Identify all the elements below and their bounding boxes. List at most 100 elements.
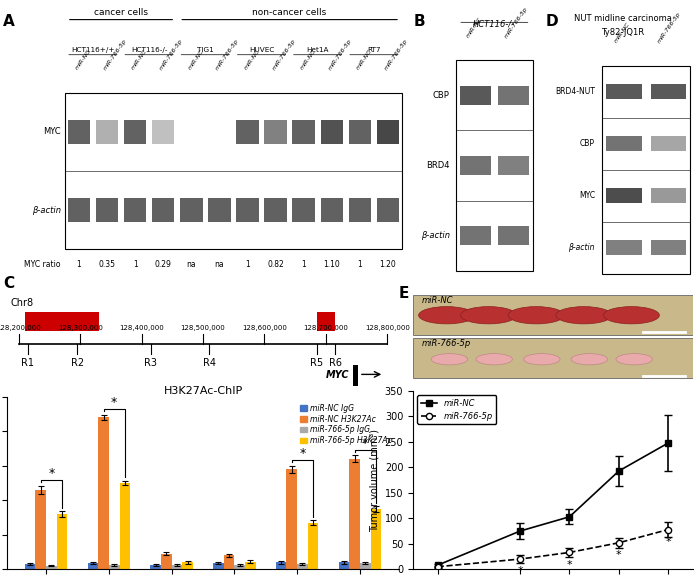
Bar: [245, 562, 255, 569]
Circle shape: [616, 354, 652, 365]
Bar: [109, 565, 120, 569]
Bar: [213, 563, 224, 569]
Text: miR-NC: miR-NC: [466, 17, 483, 39]
Bar: [234, 565, 245, 569]
Text: miR-766-5p: miR-766-5p: [504, 6, 529, 39]
Circle shape: [571, 354, 608, 365]
Text: β-actin: β-actin: [32, 206, 61, 214]
Bar: [96, 120, 118, 144]
Text: NUT midline carcinoma: NUT midline carcinoma: [574, 14, 672, 23]
Text: 128,500,000: 128,500,000: [181, 325, 225, 331]
Text: HCT116-/-: HCT116-/-: [473, 20, 515, 29]
Text: 1: 1: [133, 260, 137, 269]
Text: R5: R5: [310, 358, 323, 368]
Text: 128,600,000: 128,600,000: [242, 325, 287, 331]
Text: R2: R2: [71, 358, 84, 368]
Bar: [460, 156, 491, 175]
Text: C: C: [3, 277, 14, 292]
Bar: [124, 198, 146, 223]
Bar: [236, 198, 259, 223]
Text: 1: 1: [76, 260, 81, 269]
Bar: [293, 120, 315, 144]
Text: 0.82: 0.82: [267, 260, 284, 269]
Bar: [349, 459, 360, 569]
Text: MYC: MYC: [326, 370, 349, 380]
Text: R1: R1: [22, 358, 34, 368]
Text: D: D: [546, 14, 559, 29]
Text: BRD4-NUT: BRD4-NUT: [555, 87, 595, 96]
Circle shape: [431, 354, 468, 365]
Text: miR-NC: miR-NC: [187, 49, 204, 71]
Text: 128,200,000: 128,200,000: [0, 325, 41, 331]
Text: 128,700,000: 128,700,000: [303, 325, 349, 331]
Text: 0.29: 0.29: [155, 260, 172, 269]
Text: Chr8: Chr8: [11, 298, 34, 308]
Text: miR-NC: miR-NC: [421, 296, 453, 305]
Bar: [650, 188, 686, 203]
Circle shape: [419, 306, 475, 324]
Bar: [88, 564, 98, 569]
Text: RT7: RT7: [368, 47, 381, 53]
Circle shape: [508, 306, 564, 324]
Bar: [182, 562, 193, 569]
Bar: [68, 198, 90, 223]
Text: miR-766-5p: miR-766-5p: [384, 38, 409, 71]
Bar: [152, 120, 174, 144]
Bar: [354, 365, 358, 386]
Y-axis label: Tumor volume (mm³): Tumor volume (mm³): [369, 428, 379, 532]
Text: TIG1: TIG1: [197, 47, 214, 53]
Text: miR-766-5p: miR-766-5p: [159, 38, 184, 71]
Bar: [650, 84, 686, 99]
Text: cancer cells: cancer cells: [94, 8, 148, 17]
Text: na: na: [215, 260, 224, 269]
Bar: [650, 240, 686, 255]
Text: Het1A: Het1A: [307, 47, 329, 53]
Bar: [606, 188, 642, 203]
Bar: [360, 563, 370, 569]
Text: R3: R3: [144, 358, 158, 368]
Text: 1.10: 1.10: [323, 260, 340, 269]
Bar: [602, 66, 690, 274]
Text: *: *: [300, 447, 306, 460]
Text: MYC: MYC: [579, 191, 595, 200]
Text: miR-NC: miR-NC: [75, 49, 92, 71]
Text: R4: R4: [202, 358, 216, 368]
Bar: [606, 136, 642, 151]
Bar: [152, 198, 174, 223]
Bar: [286, 469, 297, 569]
Bar: [172, 565, 182, 569]
Circle shape: [461, 306, 517, 324]
Bar: [339, 562, 349, 569]
Text: *: *: [362, 436, 368, 450]
Bar: [606, 84, 642, 99]
Text: miR-NC: miR-NC: [244, 49, 261, 71]
Text: non-cancer cells: non-cancer cells: [253, 8, 327, 17]
Text: miR-NC: miR-NC: [300, 49, 317, 71]
Bar: [349, 120, 371, 144]
Bar: [236, 120, 259, 144]
Text: 1.20: 1.20: [379, 260, 396, 269]
Bar: [150, 565, 161, 569]
Bar: [293, 198, 315, 223]
Bar: [460, 227, 491, 246]
Bar: [120, 483, 130, 569]
Bar: [265, 198, 287, 223]
Bar: [498, 227, 529, 246]
Text: *: *: [567, 559, 573, 570]
Text: miR-NC: miR-NC: [613, 22, 631, 44]
Text: miR-766-5p: miR-766-5p: [657, 11, 682, 44]
Bar: [224, 555, 234, 569]
Bar: [321, 120, 343, 144]
Bar: [124, 120, 146, 144]
Bar: [349, 198, 371, 223]
Text: HCT116-/-: HCT116-/-: [131, 47, 167, 53]
Text: CBP: CBP: [580, 139, 595, 148]
Legend: miR-NC IgG, miR-NC H3K27Ac, miR-766-5p IgG, miR-766-5p H3K27Ac: miR-NC IgG, miR-NC H3K27Ac, miR-766-5p I…: [297, 401, 396, 448]
Circle shape: [476, 354, 512, 365]
Text: miR-766-5p: miR-766-5p: [272, 38, 297, 71]
Bar: [308, 523, 318, 569]
Circle shape: [556, 306, 612, 324]
Bar: [65, 93, 402, 250]
Text: miR-NC: miR-NC: [356, 49, 373, 71]
Text: A: A: [3, 14, 15, 29]
